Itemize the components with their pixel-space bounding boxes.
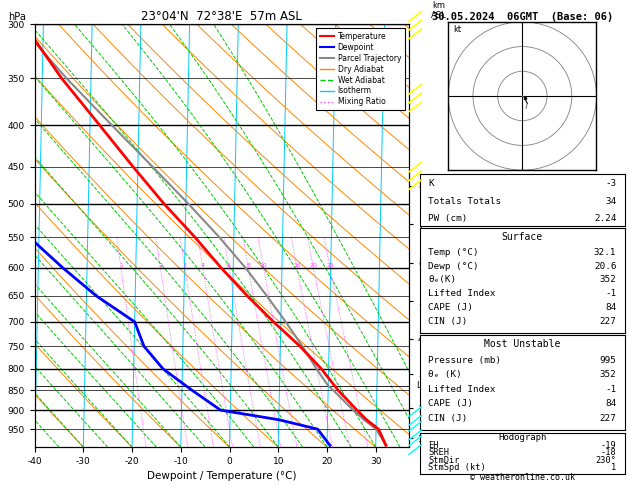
Text: Temp (°C): Temp (°C) — [428, 247, 479, 257]
Text: kt: kt — [454, 25, 461, 34]
Text: Dewp (°C): Dewp (°C) — [428, 261, 479, 271]
Text: CAPE (J): CAPE (J) — [428, 399, 474, 408]
Text: LCL: LCL — [416, 382, 431, 390]
Text: 4: 4 — [201, 263, 204, 268]
Text: 20.6: 20.6 — [594, 261, 616, 271]
Text: 30.05.2024  06GMT  (Base: 06): 30.05.2024 06GMT (Base: 06) — [431, 12, 613, 22]
Text: 2.24: 2.24 — [594, 214, 616, 224]
Text: 2: 2 — [159, 263, 162, 268]
Text: Lifted Index: Lifted Index — [428, 289, 496, 298]
Text: -18: -18 — [601, 448, 616, 457]
Text: StmDir: StmDir — [428, 456, 460, 465]
Text: Totals Totals: Totals Totals — [428, 197, 501, 206]
Text: EH: EH — [428, 441, 439, 450]
Text: 84: 84 — [605, 303, 616, 312]
Text: Most Unstable: Most Unstable — [484, 339, 560, 349]
Text: 227: 227 — [599, 317, 616, 326]
Text: Pressure (mb): Pressure (mb) — [428, 356, 501, 364]
Text: 1: 1 — [119, 263, 123, 268]
Text: CAPE (J): CAPE (J) — [428, 303, 474, 312]
Text: CIN (J): CIN (J) — [428, 414, 468, 423]
Y-axis label: Mixing Ratio (g/kg): Mixing Ratio (g/kg) — [431, 196, 440, 276]
Text: 8: 8 — [247, 263, 250, 268]
Text: -1: -1 — [605, 289, 616, 298]
Text: 20: 20 — [309, 263, 317, 268]
Text: 16: 16 — [293, 263, 301, 268]
Text: StmSpd (kt): StmSpd (kt) — [428, 463, 486, 472]
Text: 352: 352 — [599, 370, 616, 379]
Text: 10: 10 — [260, 263, 267, 268]
Text: -1: -1 — [605, 385, 616, 394]
Text: 3: 3 — [183, 263, 187, 268]
Text: km
ASL: km ASL — [431, 0, 447, 20]
Legend: Temperature, Dewpoint, Parcel Trajectory, Dry Adiabat, Wet Adiabat, Isotherm, Mi: Temperature, Dewpoint, Parcel Trajectory… — [316, 28, 405, 110]
Text: 227: 227 — [599, 414, 616, 423]
X-axis label: Dewpoint / Temperature (°C): Dewpoint / Temperature (°C) — [147, 471, 296, 482]
Text: SREH: SREH — [428, 448, 449, 457]
Text: K: K — [428, 179, 434, 189]
Title: 23°04'N  72°38'E  57m ASL: 23°04'N 72°38'E 57m ASL — [142, 10, 302, 23]
Text: θₑ(K): θₑ(K) — [428, 276, 457, 284]
Text: 6: 6 — [227, 263, 231, 268]
Text: CIN (J): CIN (J) — [428, 317, 468, 326]
Text: -19: -19 — [601, 441, 616, 450]
Text: Lifted Index: Lifted Index — [428, 385, 496, 394]
Text: © weatheronline.co.uk: © weatheronline.co.uk — [470, 473, 575, 482]
Text: 1: 1 — [611, 463, 616, 472]
Text: Hodograph: Hodograph — [498, 433, 547, 442]
Text: 34: 34 — [605, 197, 616, 206]
Text: 352: 352 — [599, 276, 616, 284]
Text: 995: 995 — [599, 356, 616, 364]
Text: 230°: 230° — [596, 456, 616, 465]
Text: Surface: Surface — [502, 232, 543, 242]
Text: PW (cm): PW (cm) — [428, 214, 468, 224]
Text: θₑ (K): θₑ (K) — [428, 370, 462, 379]
Text: -3: -3 — [605, 179, 616, 189]
Text: hPa: hPa — [8, 12, 26, 22]
Text: 32.1: 32.1 — [594, 247, 616, 257]
Text: 84: 84 — [605, 399, 616, 408]
Text: 25: 25 — [326, 263, 334, 268]
